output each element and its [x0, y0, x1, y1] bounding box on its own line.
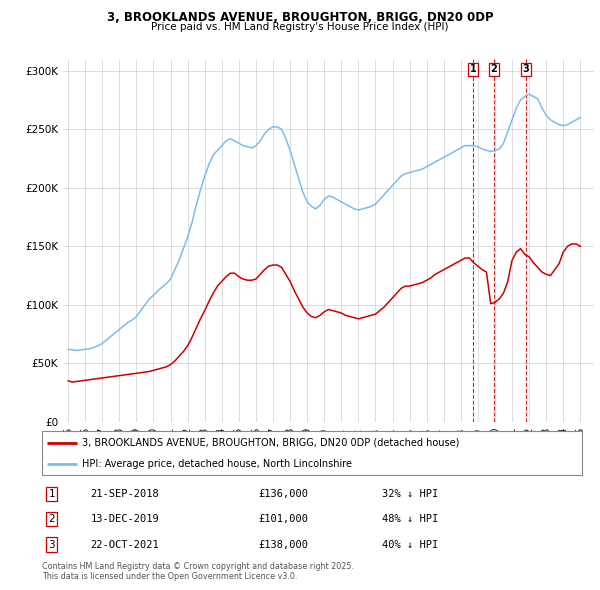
- Text: Price paid vs. HM Land Registry's House Price Index (HPI): Price paid vs. HM Land Registry's House …: [151, 22, 449, 32]
- Text: £136,000: £136,000: [258, 489, 308, 499]
- Text: 2: 2: [491, 64, 497, 74]
- Text: HPI: Average price, detached house, North Lincolnshire: HPI: Average price, detached house, Nort…: [83, 459, 353, 469]
- FancyBboxPatch shape: [42, 431, 582, 475]
- Text: 2: 2: [49, 514, 55, 524]
- Text: This data is licensed under the Open Government Licence v3.0.: This data is licensed under the Open Gov…: [42, 572, 298, 581]
- Text: 22-OCT-2021: 22-OCT-2021: [91, 539, 160, 549]
- Text: 1: 1: [470, 64, 476, 74]
- Text: 1: 1: [49, 489, 55, 499]
- Text: 3: 3: [49, 539, 55, 549]
- Text: £101,000: £101,000: [258, 514, 308, 524]
- Text: 48% ↓ HPI: 48% ↓ HPI: [382, 514, 439, 524]
- Text: 3, BROOKLANDS AVENUE, BROUGHTON, BRIGG, DN20 0DP (detached house): 3, BROOKLANDS AVENUE, BROUGHTON, BRIGG, …: [83, 438, 460, 448]
- Text: 32% ↓ HPI: 32% ↓ HPI: [382, 489, 439, 499]
- Text: 21-SEP-2018: 21-SEP-2018: [91, 489, 160, 499]
- Text: 3: 3: [523, 64, 529, 74]
- Text: £138,000: £138,000: [258, 539, 308, 549]
- Text: 13-DEC-2019: 13-DEC-2019: [91, 514, 160, 524]
- Text: 3, BROOKLANDS AVENUE, BROUGHTON, BRIGG, DN20 0DP: 3, BROOKLANDS AVENUE, BROUGHTON, BRIGG, …: [107, 11, 493, 24]
- Text: 40% ↓ HPI: 40% ↓ HPI: [382, 539, 439, 549]
- Text: Contains HM Land Registry data © Crown copyright and database right 2025.: Contains HM Land Registry data © Crown c…: [42, 562, 354, 571]
